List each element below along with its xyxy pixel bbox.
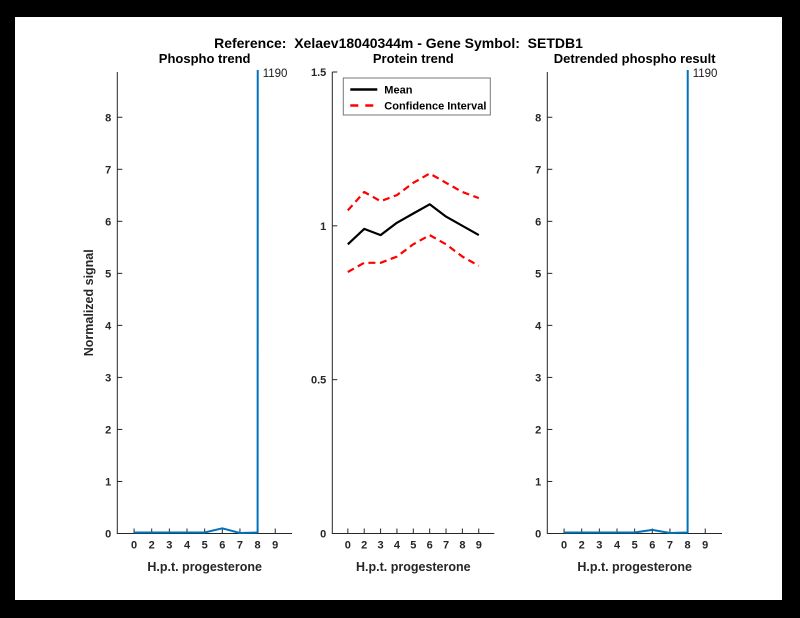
y-tick-label: 6 — [105, 216, 111, 228]
x-tick-label: 8 — [459, 540, 465, 552]
x-tick-label: 2 — [361, 540, 367, 552]
chart-title: Protein trend — [373, 51, 454, 66]
y-tick-label: 0 — [105, 529, 111, 541]
legend-box — [342, 77, 491, 116]
series-line — [564, 70, 689, 534]
x-tick-label: 3 — [596, 540, 602, 552]
x-tick-label: 4 — [614, 540, 621, 552]
y-tick-label: 8 — [105, 112, 111, 124]
y-tick-label: 2 — [535, 424, 541, 436]
x-tick-label: 8 — [685, 540, 691, 552]
y-tick-label: 8 — [535, 112, 541, 124]
y-tick-label: 6 — [535, 216, 541, 228]
x-tick-label: 6 — [427, 540, 433, 552]
x-tick-label: 2 — [149, 540, 155, 552]
y-tick-label: 7 — [535, 164, 541, 176]
axes-lines — [331, 72, 495, 534]
x-tick-label: 7 — [237, 540, 243, 552]
x-tick-label: 9 — [272, 540, 278, 552]
x-axis-label: H.p.t. progesterone — [147, 560, 262, 574]
y-tick-label: 4 — [105, 320, 112, 332]
legend: Mean Confidence Interval — [342, 77, 491, 116]
x-tick-label: 2 — [579, 540, 585, 552]
y-axis-label: Normalized signal — [82, 249, 96, 356]
x-tick-label: 6 — [219, 540, 225, 552]
legend-entry-label: Confidence Interval — [384, 101, 486, 113]
x-tick-label: 9 — [702, 540, 708, 552]
axes-lines — [116, 72, 292, 534]
x-tick-label: 3 — [166, 540, 172, 552]
y-tick-label: 5 — [105, 268, 111, 280]
legend-entry-label: Mean — [384, 85, 412, 97]
x-tick-label: 5 — [410, 540, 416, 552]
y-tick-label: 0 — [535, 529, 541, 541]
series-line — [134, 70, 259, 534]
x-tick-label: 4 — [394, 540, 401, 552]
x-tick-label: 9 — [476, 540, 482, 552]
chart-title: Phospho trend — [159, 51, 251, 66]
y-tick-label: 3 — [105, 372, 111, 384]
y-tick-label: 1.5 — [311, 67, 326, 79]
x-tick-label: 7 — [443, 540, 449, 552]
y-tick-label: 3 — [535, 372, 541, 384]
x-tick-label: 3 — [378, 540, 384, 552]
x-tick-label: 0 — [561, 540, 567, 552]
x-tick-label: 8 — [255, 540, 261, 552]
y-tick-label: 0 — [320, 529, 326, 541]
figure-title: Reference: Xelaev18040344m - Gene Symbol… — [214, 35, 583, 51]
y-tick-label: 1 — [320, 221, 326, 233]
x-axis-label: H.p.t. progesterone — [577, 560, 692, 574]
series-line — [347, 203, 480, 246]
x-tick-label: 5 — [632, 540, 638, 552]
x-axis-label: H.p.t. progesterone — [356, 560, 471, 574]
x-tick-label: 4 — [184, 540, 191, 552]
peak-value-annotation: 1190 — [263, 68, 288, 80]
chart-title: Detrended phospho result — [554, 51, 716, 66]
y-tick-label: 1 — [105, 476, 111, 488]
series-line — [346, 172, 480, 212]
x-tick-label: 0 — [345, 540, 351, 552]
y-tick-label: 0.5 — [311, 375, 326, 387]
x-tick-label: 7 — [667, 540, 673, 552]
x-tick-label: 5 — [202, 540, 208, 552]
y-tick-label: 7 — [105, 164, 111, 176]
y-tick-label: 2 — [105, 424, 111, 436]
y-tick-label: 1 — [535, 476, 541, 488]
axes-lines — [546, 72, 722, 534]
y-tick-label: 4 — [535, 320, 542, 332]
x-tick-label: 0 — [131, 540, 137, 552]
peak-value-annotation: 1190 — [693, 68, 718, 80]
x-tick-label: 6 — [649, 540, 655, 552]
y-tick-label: 5 — [535, 268, 541, 280]
series-line — [347, 234, 480, 273]
